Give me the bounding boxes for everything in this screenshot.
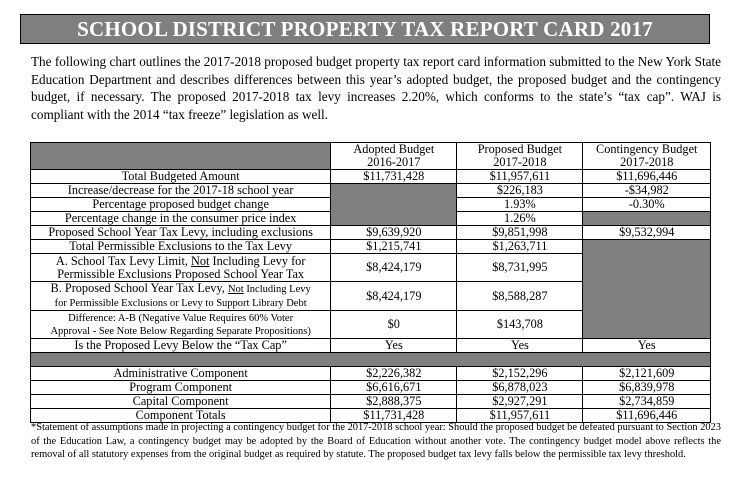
contingency-value: Yes xyxy=(582,338,711,353)
table-row: Total Permissible Exclusions to the Tax … xyxy=(29,239,711,339)
contingency-value: $2,734,859 xyxy=(582,394,711,409)
table-row: Proposed School Year Tax Levy, including… xyxy=(29,225,711,240)
row-label: Total Permissible Exclusions to the Tax … xyxy=(29,239,332,254)
shaded-cell xyxy=(582,239,711,339)
row-label: Capital Component xyxy=(29,394,332,409)
proposed-value: Yes xyxy=(456,338,584,353)
row-label: Administrative Component xyxy=(29,366,332,381)
intro-paragraph: The following chart outlines the 2017-20… xyxy=(31,54,721,122)
proposed-value: $9,851,998 xyxy=(456,225,584,240)
adopted-value: $8,424,179 xyxy=(330,281,458,311)
adopted-value: $2,888,375 xyxy=(330,394,458,409)
contingency-value: $9,532,994 xyxy=(582,225,711,240)
adopted-value: Yes xyxy=(330,338,458,353)
table-row: Increase/decrease for the 2017-18 school… xyxy=(29,183,711,226)
row-label: Total Budgeted Amount xyxy=(29,169,332,184)
component-row: Program Component $6,616,671 $6,878,023 … xyxy=(29,380,711,395)
shaded-band xyxy=(30,352,711,367)
proposed-value: $8,588,287 xyxy=(456,281,584,311)
row-label: Percentage proposed budget change xyxy=(29,197,332,212)
proposed-value: 1.26% xyxy=(456,211,584,226)
proposed-value: $2,927,291 xyxy=(456,394,584,409)
shaded-cell xyxy=(582,211,711,226)
header-blank-cell xyxy=(29,142,332,170)
row-label: A. School Tax Levy Limit, Not Including … xyxy=(29,253,332,282)
contingency-value: $11,696,446 xyxy=(582,169,711,184)
contingency-value: $2,121,609 xyxy=(582,366,711,381)
separator-row xyxy=(30,352,711,367)
page-title: SCHOOL DISTRICT PROPERTY TAX REPORT CARD… xyxy=(20,14,710,44)
row-label: Is the Proposed Levy Below the “Tax Cap” xyxy=(29,338,332,353)
contingency-value: -0.30% xyxy=(582,197,711,212)
component-row: Component Totals $11,731,428 $11,957,611… xyxy=(29,408,711,423)
adopted-value: $9,639,920 xyxy=(330,225,458,240)
row-label: Difference: A-B (Negative Value Requires… xyxy=(29,310,332,339)
adopted-value: $2,226,382 xyxy=(330,366,458,381)
header-adopted: Adopted Budget 2016-2017 xyxy=(330,142,458,170)
component-row: Administrative Component $2,226,382 $2,1… xyxy=(29,366,711,381)
contingency-value: $11,696,446 xyxy=(582,408,711,423)
row-label: Component Totals xyxy=(29,408,332,423)
adopted-value: $11,731,428 xyxy=(330,408,458,423)
footnote: *Statement of assumptions made in projec… xyxy=(31,422,721,460)
row-label: Proposed School Year Tax Levy, including… xyxy=(29,225,332,240)
header-contingency: Contingency Budget 2017-2018 xyxy=(582,142,711,170)
adopted-value: $11,731,428 xyxy=(330,169,458,184)
table-row: Is the Proposed Levy Below the “Tax Cap”… xyxy=(29,338,711,353)
table-row: Difference: A-B (Negative Value Requires… xyxy=(29,310,711,339)
table-row: B. Proposed School Year Tax Levy, Not In… xyxy=(29,281,711,311)
proposed-value: $1,263,711 xyxy=(456,239,584,254)
component-row: Capital Component $2,888,375 $2,927,291 … xyxy=(29,394,711,409)
proposed-value: $143,708 xyxy=(456,310,584,339)
proposed-value: $11,957,611 xyxy=(456,408,584,423)
proposed-value: $11,957,611 xyxy=(456,169,584,184)
header-proposed: Proposed Budget 2017-2018 xyxy=(456,142,584,170)
header-row: Adopted Budget 2016-2017 Proposed Budget 2… xyxy=(29,142,711,170)
row-label: Program Component xyxy=(29,380,332,395)
proposed-value: $2,152,296 xyxy=(456,366,584,381)
adopted-value: $1,215,741 xyxy=(330,239,458,254)
adopted-value: $0 xyxy=(330,310,458,339)
row-label: Percentage change in the consumer price … xyxy=(29,211,332,226)
row-label: B. Proposed School Year Tax Levy, Not In… xyxy=(29,281,332,311)
shaded-cell xyxy=(330,183,458,226)
adopted-value: $6,616,671 xyxy=(330,380,458,395)
proposed-value: $226,183 xyxy=(456,183,584,198)
tax-report-table: Adopted Budget 2016-2017 Proposed Budget 2… xyxy=(29,142,711,423)
table-row: Percentage change in the consumer price … xyxy=(29,211,711,226)
table-row: Total Budgeted Amount $11,731,428 $11,95… xyxy=(29,169,711,184)
proposed-value: $6,878,023 xyxy=(456,380,584,395)
contingency-value: $6,839,978 xyxy=(582,380,711,395)
proposed-value: $8,731,995 xyxy=(456,253,584,282)
contingency-value: -$34,982 xyxy=(582,183,711,198)
adopted-value: $8,424,179 xyxy=(330,253,458,282)
proposed-value: 1.93% xyxy=(456,197,584,212)
row-label: Increase/decrease for the 2017-18 school… xyxy=(29,183,332,198)
